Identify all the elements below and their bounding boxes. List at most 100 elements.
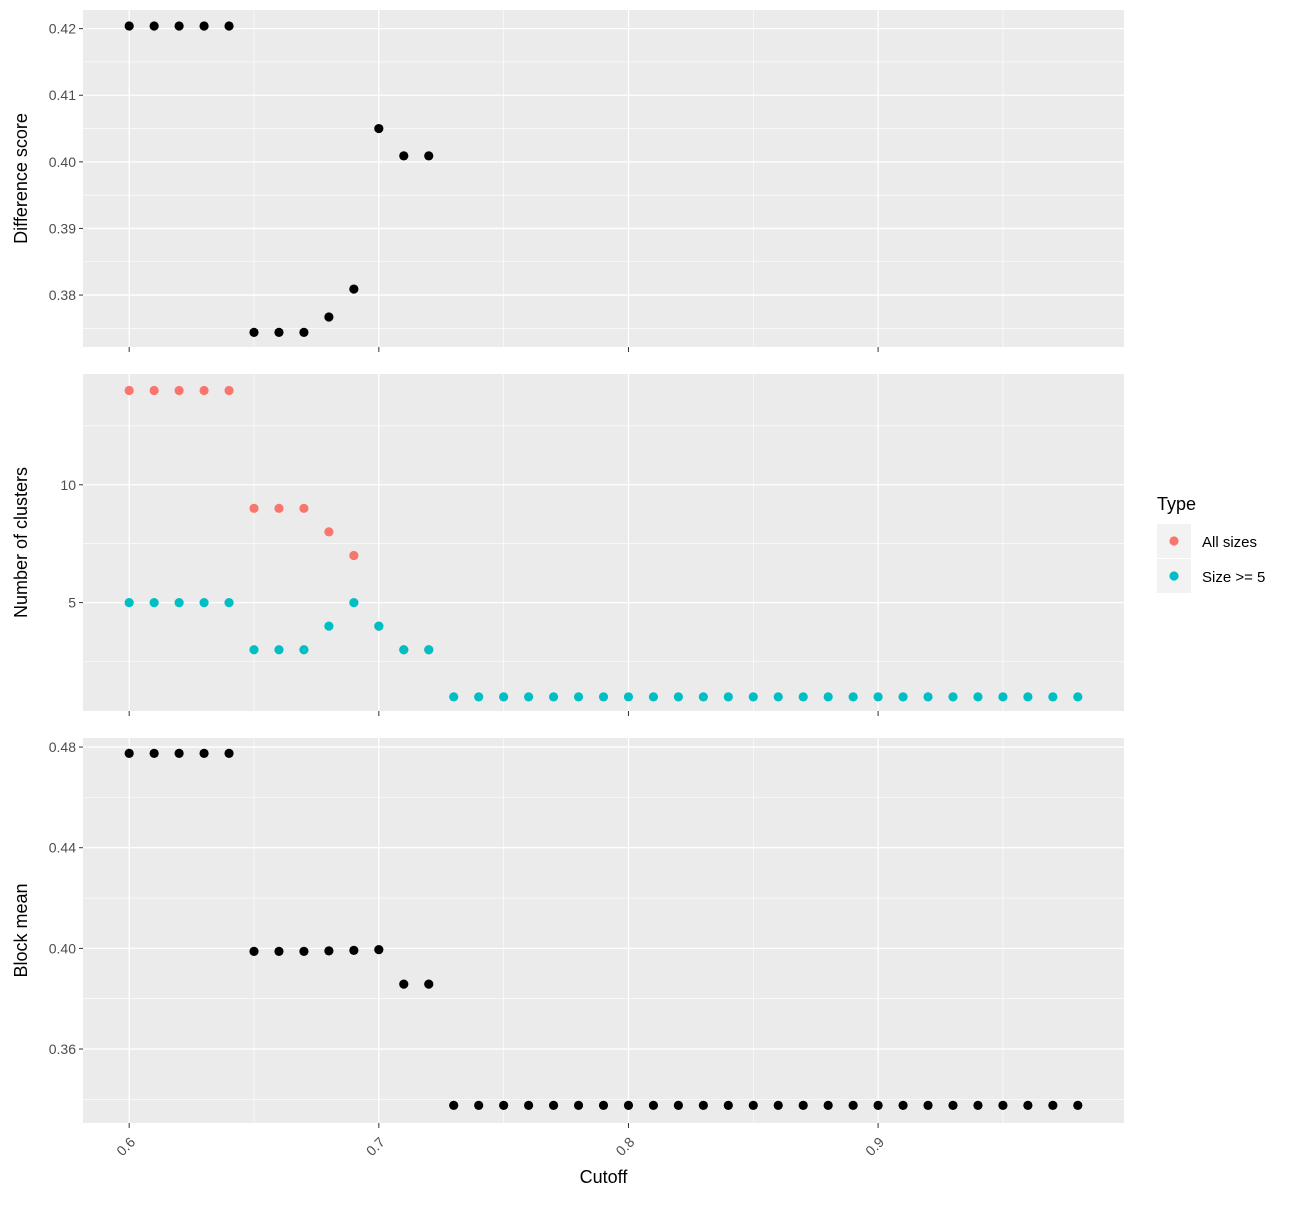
x-axis-title: Cutoff [580, 1167, 629, 1187]
data-point [773, 1100, 783, 1110]
data-point [499, 1100, 509, 1110]
y-tick-label: 0.39 [49, 220, 76, 236]
data-point [299, 946, 309, 956]
data-point [449, 692, 459, 702]
data-point [149, 597, 159, 608]
data-point [124, 597, 134, 608]
x-tick-label: 0.9 [862, 1134, 887, 1159]
data-point [524, 1100, 534, 1110]
x-tick-label: 0.8 [612, 1134, 637, 1159]
legend-key-point [1169, 571, 1179, 581]
data-point [349, 945, 359, 955]
data-point [673, 692, 683, 702]
data-point [648, 1100, 659, 1110]
data-point [124, 748, 134, 758]
data-point [573, 692, 584, 702]
data-point [199, 21, 209, 31]
data-point [349, 597, 359, 608]
data-point [274, 946, 284, 956]
data-point [124, 385, 134, 396]
data-point [1023, 1100, 1033, 1110]
data-point [648, 692, 659, 702]
data-point [174, 385, 184, 396]
data-point [199, 748, 209, 758]
data-point [923, 1100, 933, 1110]
data-point [249, 327, 259, 337]
data-point [698, 1100, 708, 1110]
data-point [449, 1100, 459, 1110]
x-tick-label: 0.6 [113, 1134, 138, 1159]
legend-title: Type [1157, 494, 1196, 514]
data-point [324, 946, 334, 956]
data-point [474, 692, 484, 702]
data-point [948, 1100, 958, 1110]
data-point [224, 385, 234, 396]
data-point [224, 597, 234, 608]
data-point [898, 692, 908, 702]
data-point [199, 385, 209, 396]
data-point [424, 979, 434, 989]
data-point [1073, 692, 1083, 702]
data-point [249, 503, 259, 513]
data-point [324, 527, 334, 537]
data-point [149, 21, 159, 31]
data-point [998, 692, 1008, 702]
data-point [723, 1100, 733, 1110]
data-point [349, 284, 359, 294]
data-point [598, 692, 609, 702]
data-point [274, 327, 284, 337]
data-point [623, 692, 634, 702]
data-point [399, 645, 409, 655]
data-point [474, 1100, 484, 1110]
data-point [174, 21, 184, 31]
data-point [199, 597, 209, 608]
data-point [748, 692, 758, 702]
data-point [149, 748, 159, 758]
legend-label: Size >= 5 [1202, 569, 1265, 586]
data-point [998, 1100, 1008, 1110]
legend-key-point [1169, 536, 1179, 546]
data-point [873, 692, 883, 702]
data-point [948, 692, 958, 702]
data-point [898, 1100, 908, 1110]
y-tick-label: 0.36 [49, 1041, 76, 1057]
y-axis-title: Block mean [11, 883, 31, 977]
data-point [499, 692, 509, 702]
data-point [424, 151, 434, 161]
data-point [249, 946, 259, 956]
y-tick-label: 0.41 [49, 87, 76, 103]
data-point [249, 645, 259, 655]
x-tick-label: 0.7 [363, 1134, 388, 1159]
data-point [274, 503, 284, 513]
data-point [324, 312, 334, 322]
data-point [299, 327, 309, 337]
y-tick-label: 0.38 [49, 287, 76, 303]
panel-background [83, 374, 1124, 711]
data-point [873, 1100, 883, 1110]
data-point [548, 1100, 559, 1110]
data-point [1023, 692, 1033, 702]
data-point [848, 1100, 858, 1110]
data-point [324, 621, 334, 631]
data-point [548, 692, 559, 702]
data-point [1048, 692, 1058, 702]
y-tick-label: 0.44 [49, 840, 76, 856]
legend-label: All sizes [1202, 534, 1257, 551]
data-point [224, 748, 234, 758]
y-axis-title: Difference score [11, 113, 31, 244]
data-point [424, 645, 434, 655]
data-point [174, 748, 184, 758]
data-point [374, 123, 384, 134]
data-point [374, 621, 384, 631]
data-point [124, 21, 134, 31]
data-point [349, 550, 359, 561]
data-point [299, 503, 309, 513]
data-point [399, 979, 409, 989]
y-tick-label: 0.42 [49, 21, 76, 37]
data-point [698, 692, 708, 702]
data-point [848, 692, 858, 702]
data-point [1048, 1100, 1058, 1110]
y-tick-label: 0.48 [49, 739, 76, 755]
